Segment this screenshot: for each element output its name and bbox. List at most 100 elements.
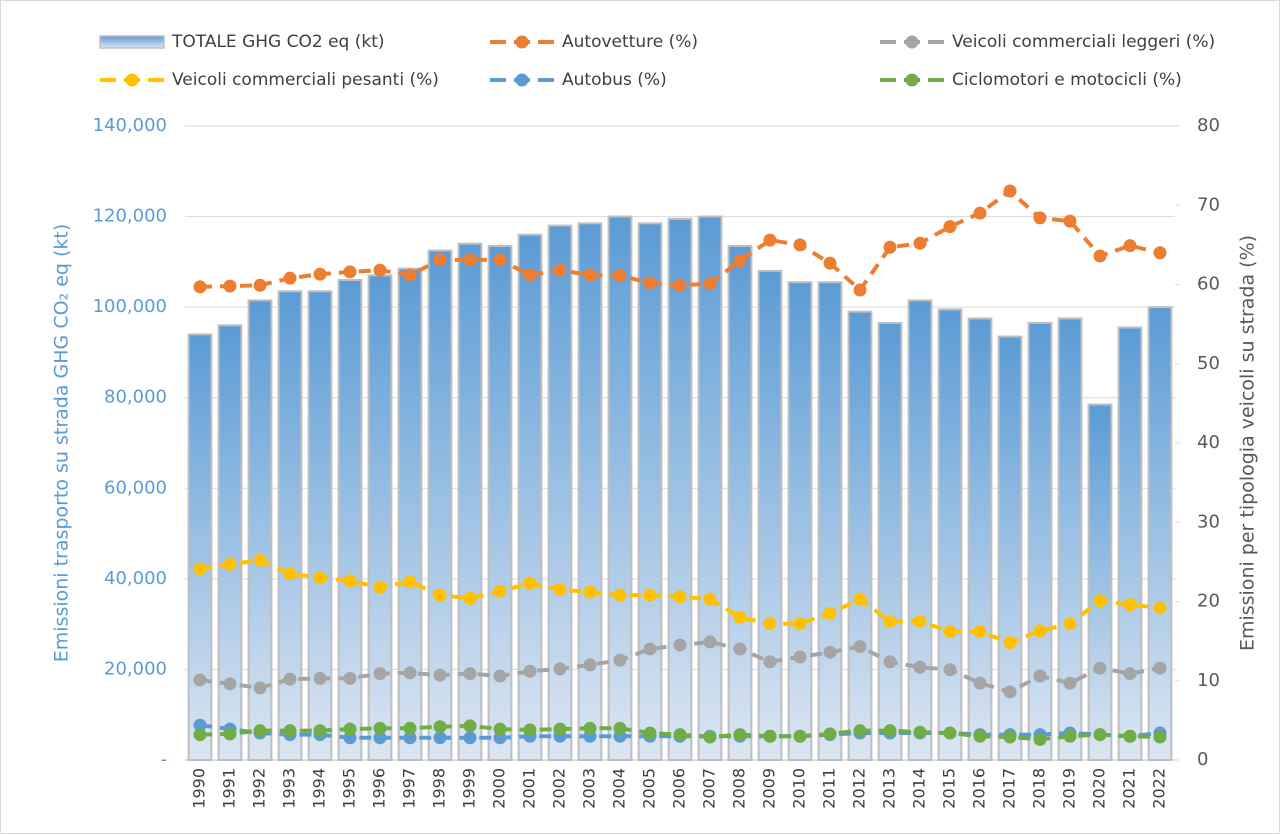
point — [553, 263, 567, 277]
x-tick-label: 2018 — [1030, 768, 1049, 809]
point — [463, 667, 477, 681]
point — [1153, 601, 1167, 615]
bar — [937, 308, 963, 761]
point — [703, 635, 717, 649]
point — [823, 727, 837, 741]
point — [613, 269, 627, 283]
bar — [607, 215, 633, 762]
x-tick-label: 2014 — [910, 768, 929, 809]
point — [1063, 729, 1077, 743]
bar — [1147, 306, 1173, 761]
point — [973, 729, 987, 743]
legend-label: Autobus (%) — [562, 70, 667, 90]
point — [913, 660, 927, 674]
legend-label: Veicoli commerciali leggeri (%) — [952, 32, 1215, 52]
point — [253, 278, 267, 292]
bar — [1027, 321, 1053, 761]
point — [313, 724, 327, 738]
point — [913, 725, 927, 739]
x-tick-label: 1992 — [250, 768, 269, 809]
x-tick-label: 2020 — [1090, 768, 1109, 809]
point — [1123, 667, 1137, 681]
point — [1153, 730, 1167, 744]
point — [1093, 594, 1107, 608]
point — [943, 625, 957, 639]
point — [193, 673, 207, 687]
point — [643, 276, 657, 290]
point — [823, 256, 837, 270]
bar — [817, 281, 843, 761]
x-tick-label: 2012 — [850, 768, 869, 809]
legend-item: Veicoli commerciali leggeri (%) — [880, 32, 1215, 52]
bar — [277, 290, 303, 761]
point — [1003, 730, 1017, 744]
point — [253, 553, 267, 567]
point — [853, 724, 867, 738]
point — [253, 724, 267, 738]
point — [403, 268, 417, 282]
bar — [967, 317, 993, 761]
x-tick-label: 2004 — [610, 768, 629, 809]
bar — [457, 242, 483, 761]
point — [1123, 239, 1137, 253]
legend-marker — [515, 35, 529, 49]
x-tick-label: 1995 — [340, 768, 359, 809]
point — [283, 271, 297, 285]
point — [823, 645, 837, 659]
legend-item: Autovetture (%) — [490, 32, 698, 52]
point — [793, 238, 807, 252]
point — [193, 280, 207, 294]
point — [943, 220, 957, 234]
point — [463, 591, 477, 605]
point — [1093, 249, 1107, 263]
point — [1033, 732, 1047, 746]
y2-tick-label: 10 — [1197, 670, 1220, 691]
point — [1123, 598, 1137, 612]
point — [1063, 676, 1077, 690]
point — [403, 731, 417, 745]
point — [1153, 246, 1167, 260]
x-tick-label: 1996 — [370, 768, 389, 809]
point — [583, 585, 597, 599]
point — [1033, 211, 1047, 225]
bar — [427, 249, 453, 762]
bar — [877, 321, 903, 761]
point — [1033, 624, 1047, 638]
bar — [907, 299, 933, 761]
point — [553, 722, 567, 736]
bar — [757, 269, 783, 761]
point — [493, 669, 507, 683]
point — [703, 592, 717, 606]
x-tick-label: 2009 — [760, 768, 779, 809]
y2-tick-label: 30 — [1197, 511, 1220, 532]
y2-tick-label: 60 — [1197, 274, 1220, 295]
x-tick-label: 1999 — [460, 768, 479, 809]
bar — [367, 274, 393, 761]
point — [733, 728, 747, 742]
point — [913, 236, 927, 250]
x-tick-label: 2008 — [730, 768, 749, 809]
y2-tick-label: 0 — [1197, 749, 1208, 770]
point — [853, 283, 867, 297]
point — [283, 672, 297, 686]
point — [673, 638, 687, 652]
bar — [667, 217, 693, 762]
y-tick-label: 20,000 — [104, 658, 167, 679]
y-tick-label: 120,000 — [93, 206, 167, 227]
x-tick-label: 2001 — [520, 768, 539, 809]
point — [523, 268, 537, 282]
point — [673, 590, 687, 604]
legend-item: Veicoli commerciali pesanti (%) — [100, 70, 439, 90]
x-tick-label: 2017 — [1000, 768, 1019, 809]
x-tick-label: 1991 — [220, 768, 239, 809]
point — [313, 571, 327, 585]
point — [643, 726, 657, 740]
bar — [517, 233, 543, 761]
legend-swatch — [99, 35, 165, 49]
x-tick-label: 2006 — [670, 768, 689, 809]
point — [973, 676, 987, 690]
point — [433, 253, 447, 267]
bar — [547, 224, 573, 761]
legend-label: Autovetture (%) — [562, 32, 698, 52]
point — [433, 668, 447, 682]
